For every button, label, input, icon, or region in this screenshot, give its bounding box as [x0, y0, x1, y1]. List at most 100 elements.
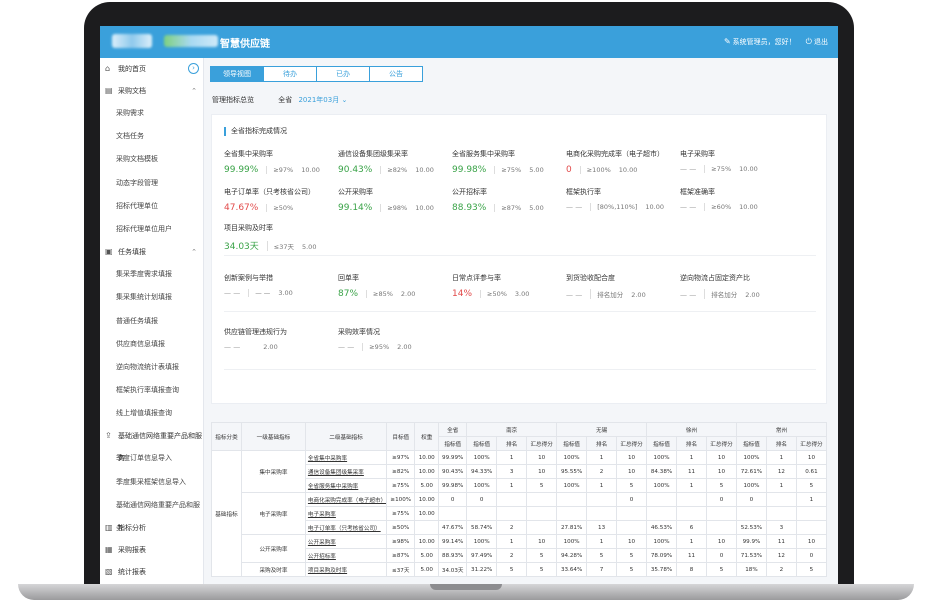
sidebar-subitem[interactable]: 动态字段管理: [116, 178, 158, 187]
metric-target: ≥60%: [704, 203, 731, 211]
sidebar-item-6[interactable]: ▧ 统计报表: [100, 561, 203, 583]
logout-button[interactable]: ⏻ 退出: [806, 37, 828, 47]
tab-0[interactable]: 领导视图: [210, 66, 264, 82]
chevron-up-icon: ⌃: [191, 87, 197, 95]
metric-card: 电子订单率（只考核省公司） 47.67% ≥50%: [224, 187, 336, 213]
weight-cell: 5.00: [414, 562, 440, 577]
sidebar-subitem[interactable]: 供应商信息填报: [116, 339, 165, 348]
metric-name: 电子采购率: [680, 150, 715, 158]
target-cell: ≥97%: [386, 450, 416, 465]
metric-card: 全省服务集中采购率 99.98% ≥75% 5.00: [452, 149, 564, 175]
stats-icon: ▧: [105, 567, 113, 576]
metric-weight: 10.00: [415, 166, 434, 174]
sidebar-subitem[interactable]: 普通任务填报: [116, 316, 158, 325]
level1-cell: 公开采购率: [240, 534, 306, 563]
metric-values: — — 排名加分 2.00: [566, 289, 678, 299]
sidebar-subitem[interactable]: 集采集统计划填报: [116, 293, 172, 302]
metric-values: — — 排名加分 2.00: [680, 289, 792, 299]
metric-values: 34.03天 ≤37天 5.00: [224, 239, 336, 252]
sidebar-subitem[interactable]: 季度集采框架信息导入: [116, 477, 186, 486]
sidebar-subitem[interactable]: 逆向物流统计表填报: [116, 362, 179, 371]
city-cell: [496, 506, 528, 521]
metric-card: 回单率 87% ≥85% 2.00: [338, 273, 450, 299]
level2-link[interactable]: 全省服务集中采购率: [304, 478, 388, 493]
sidebar-subitem[interactable]: 集采季度需求填报: [116, 270, 172, 279]
metric-target: ≥100%: [579, 166, 611, 174]
task-icon: ▣: [105, 247, 113, 257]
city-cell: 3: [765, 520, 797, 535]
city-cell: 58.74%: [466, 520, 498, 535]
user-menu[interactable]: ✎ 系统管理员，您好！: [724, 37, 796, 47]
sidebar-subitem[interactable]: 招标代理单位: [116, 201, 158, 210]
filter-bar: 管理指标总览 全省 2021年03月 ⌄: [212, 95, 347, 105]
sidebar-item-1[interactable]: ▤ 采购文档 ⌃: [100, 80, 203, 102]
target-cell: ≥50%: [386, 520, 416, 535]
city-cell: 10: [705, 464, 737, 479]
city-cell: 1: [676, 478, 707, 493]
city-cell: 100%: [466, 534, 498, 549]
sidebar-item-3[interactable]: ⇪ 基础通信网络重要产品和服务 ⌃: [100, 425, 203, 462]
sidebar-item-4[interactable]: ▥ 指标分析: [100, 517, 203, 539]
level2-link[interactable]: 公开招标率: [304, 548, 388, 563]
category-cell: 基础指标: [211, 450, 242, 577]
city-cell: 2: [765, 562, 797, 577]
city-cell: 78.09%: [646, 548, 678, 563]
sidebar-item-label: 指标分析: [118, 524, 146, 532]
collapse-sidebar-icon[interactable]: ›: [188, 63, 199, 74]
level2-link[interactable]: 电子订单率（只考核省公司）: [304, 520, 388, 535]
city-cell: 94.28%: [556, 548, 588, 563]
sidebar-item-5[interactable]: ▦ 采购报表: [100, 539, 203, 561]
metric-values: 99.99% ≥97% 10.00: [224, 165, 336, 175]
city-cell: 1: [496, 478, 528, 493]
metric-weight: 3.00: [278, 289, 293, 297]
metric-weight: 5.00: [529, 204, 544, 212]
city-cell: [526, 520, 558, 535]
tab-3[interactable]: 公告: [369, 66, 423, 82]
city-cell: 2: [496, 548, 528, 563]
city-cell: [616, 520, 648, 535]
header-province: 全省: [438, 422, 468, 437]
sidebar-subitem[interactable]: 招标代理单位用户: [116, 224, 172, 233]
level2-link[interactable]: 项目采购及时率: [304, 562, 388, 577]
city-cell: 0: [616, 492, 648, 507]
province-value-cell: 99.14%: [438, 534, 468, 549]
level2-link[interactable]: 电商化采购完成率（电子超市）: [304, 492, 388, 507]
subheader-col: 排名: [765, 436, 797, 451]
city-cell: 5: [795, 562, 828, 577]
power-icon: ⏻: [805, 37, 812, 46]
metric-target: ≥75%: [494, 166, 521, 174]
sidebar-subitem[interactable]: 采购需求: [116, 109, 144, 117]
metric-weight: 2.00: [745, 291, 760, 299]
metric-weight: 2.00: [397, 343, 412, 351]
level2-link[interactable]: 公开采购率: [304, 534, 388, 549]
province-value-cell: 0: [438, 492, 468, 507]
city-cell: 5: [616, 562, 648, 577]
metric-values: 14% ≥50% 3.00: [452, 289, 564, 299]
metric-card: 创新案例与举措 — — — — 3.00: [224, 273, 336, 297]
city-cell: 10: [526, 464, 558, 479]
sidebar-subitem[interactable]: 框架执行率填报查询: [116, 386, 179, 395]
sidebar-subitem[interactable]: 线上增值填报查询: [116, 409, 172, 418]
city-cell: [765, 506, 797, 521]
tab-1[interactable]: 待办: [263, 66, 317, 82]
city-cell: [586, 506, 618, 521]
city-cell: 5: [705, 562, 737, 577]
month-select[interactable]: 2021年03月 ⌄: [298, 96, 347, 104]
metric-value: 90.43%: [338, 165, 373, 175]
level2-link[interactable]: 通信设备集团级集采率: [304, 464, 388, 479]
metric-value: — —: [680, 165, 697, 173]
level2-link[interactable]: 电子采购率: [304, 506, 388, 521]
tab-2[interactable]: 已办: [316, 66, 370, 82]
city-cell: 10: [705, 450, 737, 465]
level2-link[interactable]: 全省集中采购率: [304, 450, 388, 465]
subheader-col: 指标值: [556, 436, 588, 451]
header-target: 目标值: [386, 422, 416, 451]
sidebar-item-0[interactable]: ⌂ 我的首页 ›: [100, 58, 203, 80]
sidebar-subitem[interactable]: 文档任务: [116, 132, 144, 141]
sidebar-subitem[interactable]: 基础通信网络重要产品和服务: [116, 500, 200, 533]
overview-card: 全省指标完成情况 全省集中采购率 99.99% ≥97% 10.00 通信设备集团级集采…: [211, 114, 827, 404]
metric-target: ≥98%: [380, 204, 407, 212]
sidebar-subitem[interactable]: 采购文档模板: [116, 155, 158, 164]
sidebar-item-2[interactable]: ▣ 任务填报 ⌃: [100, 241, 203, 263]
sidebar-subitem[interactable]: 季度订单信息导入: [116, 454, 172, 463]
